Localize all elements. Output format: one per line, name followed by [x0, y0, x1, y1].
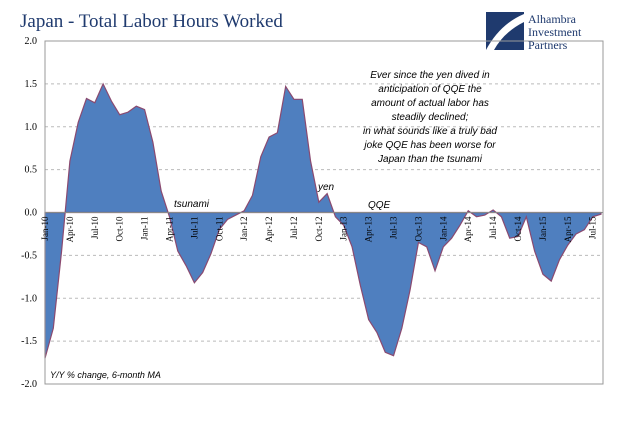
logo: Alhambra Investment Partners — [486, 12, 582, 52]
x-tick-label: Apr-13 — [364, 216, 374, 242]
x-tick-label: Jan-10 — [40, 216, 50, 240]
annotation: amount of actual labor has — [371, 98, 489, 109]
x-tick-label: Jul-15 — [588, 216, 598, 239]
x-tick-label: Jan-13 — [339, 216, 349, 240]
x-tick-label: Jan-12 — [239, 217, 249, 241]
x-tick-label: Apr-15 — [563, 216, 573, 242]
y-tick-label: -1.0 — [21, 293, 37, 304]
annotation: anticipation of QQE the — [378, 84, 482, 95]
y-tick-label: 0.0 — [25, 208, 38, 219]
x-tick-label: Oct-10 — [115, 216, 125, 241]
annotation: Ever since the yen dived in — [370, 70, 490, 81]
annotation: in what sounds like a truly bad — [363, 126, 497, 137]
x-tick-label: Oct-14 — [513, 216, 523, 241]
x-tick-label: Jul-14 — [488, 216, 498, 239]
annotation: QQE — [368, 200, 391, 211]
y-tick-label: 0.5 — [25, 165, 38, 176]
x-tick-label: Jul-12 — [289, 217, 299, 240]
annotation: joke QQE has been worse for — [362, 140, 496, 151]
logo-text: Alhambra — [528, 12, 577, 26]
logo-text: Investment — [528, 25, 582, 39]
x-tick-label: Oct-11 — [214, 217, 224, 242]
y-tick-label: 1.5 — [25, 79, 38, 90]
x-tick-label: Jan-11 — [140, 217, 150, 241]
x-tick-label: Apr-14 — [463, 216, 473, 242]
x-tick-label: Apr-10 — [65, 216, 75, 242]
y-tick-label: -2.0 — [21, 379, 37, 390]
y-tick-label: 2.0 — [25, 36, 38, 47]
x-tick-label: Apr-12 — [264, 217, 274, 243]
plot-border — [44, 40, 604, 385]
area — [44, 82, 602, 359]
y-tick-label: -1.5 — [21, 336, 37, 347]
x-tick-label: Oct-12 — [314, 217, 324, 242]
annotation: tsunami — [174, 199, 210, 210]
axis-label: Y/Y % change, 6-month MA — [50, 370, 161, 380]
x-tick-label: Jul-13 — [389, 216, 399, 239]
x-tick-label: Oct-13 — [413, 216, 423, 241]
x-tick-label: Jan-15 — [538, 216, 548, 240]
x-tick-label: Jan-14 — [438, 216, 448, 240]
y-tick-label: -0.5 — [21, 250, 37, 261]
x-tick-label: Jul-10 — [90, 216, 100, 239]
logo-text: Partners — [528, 38, 568, 52]
x-tick-label: Jul-11 — [189, 217, 199, 239]
annotation: yen — [317, 182, 335, 193]
chart-title: Japan - Total Labor Hours Worked — [20, 11, 283, 32]
annotation: Japan than the tsunami — [377, 154, 483, 165]
annotation: steadily declined; — [392, 112, 469, 123]
x-tick-label: Apr-11 — [164, 217, 174, 242]
y-tick-label: 1.0 — [25, 122, 38, 133]
